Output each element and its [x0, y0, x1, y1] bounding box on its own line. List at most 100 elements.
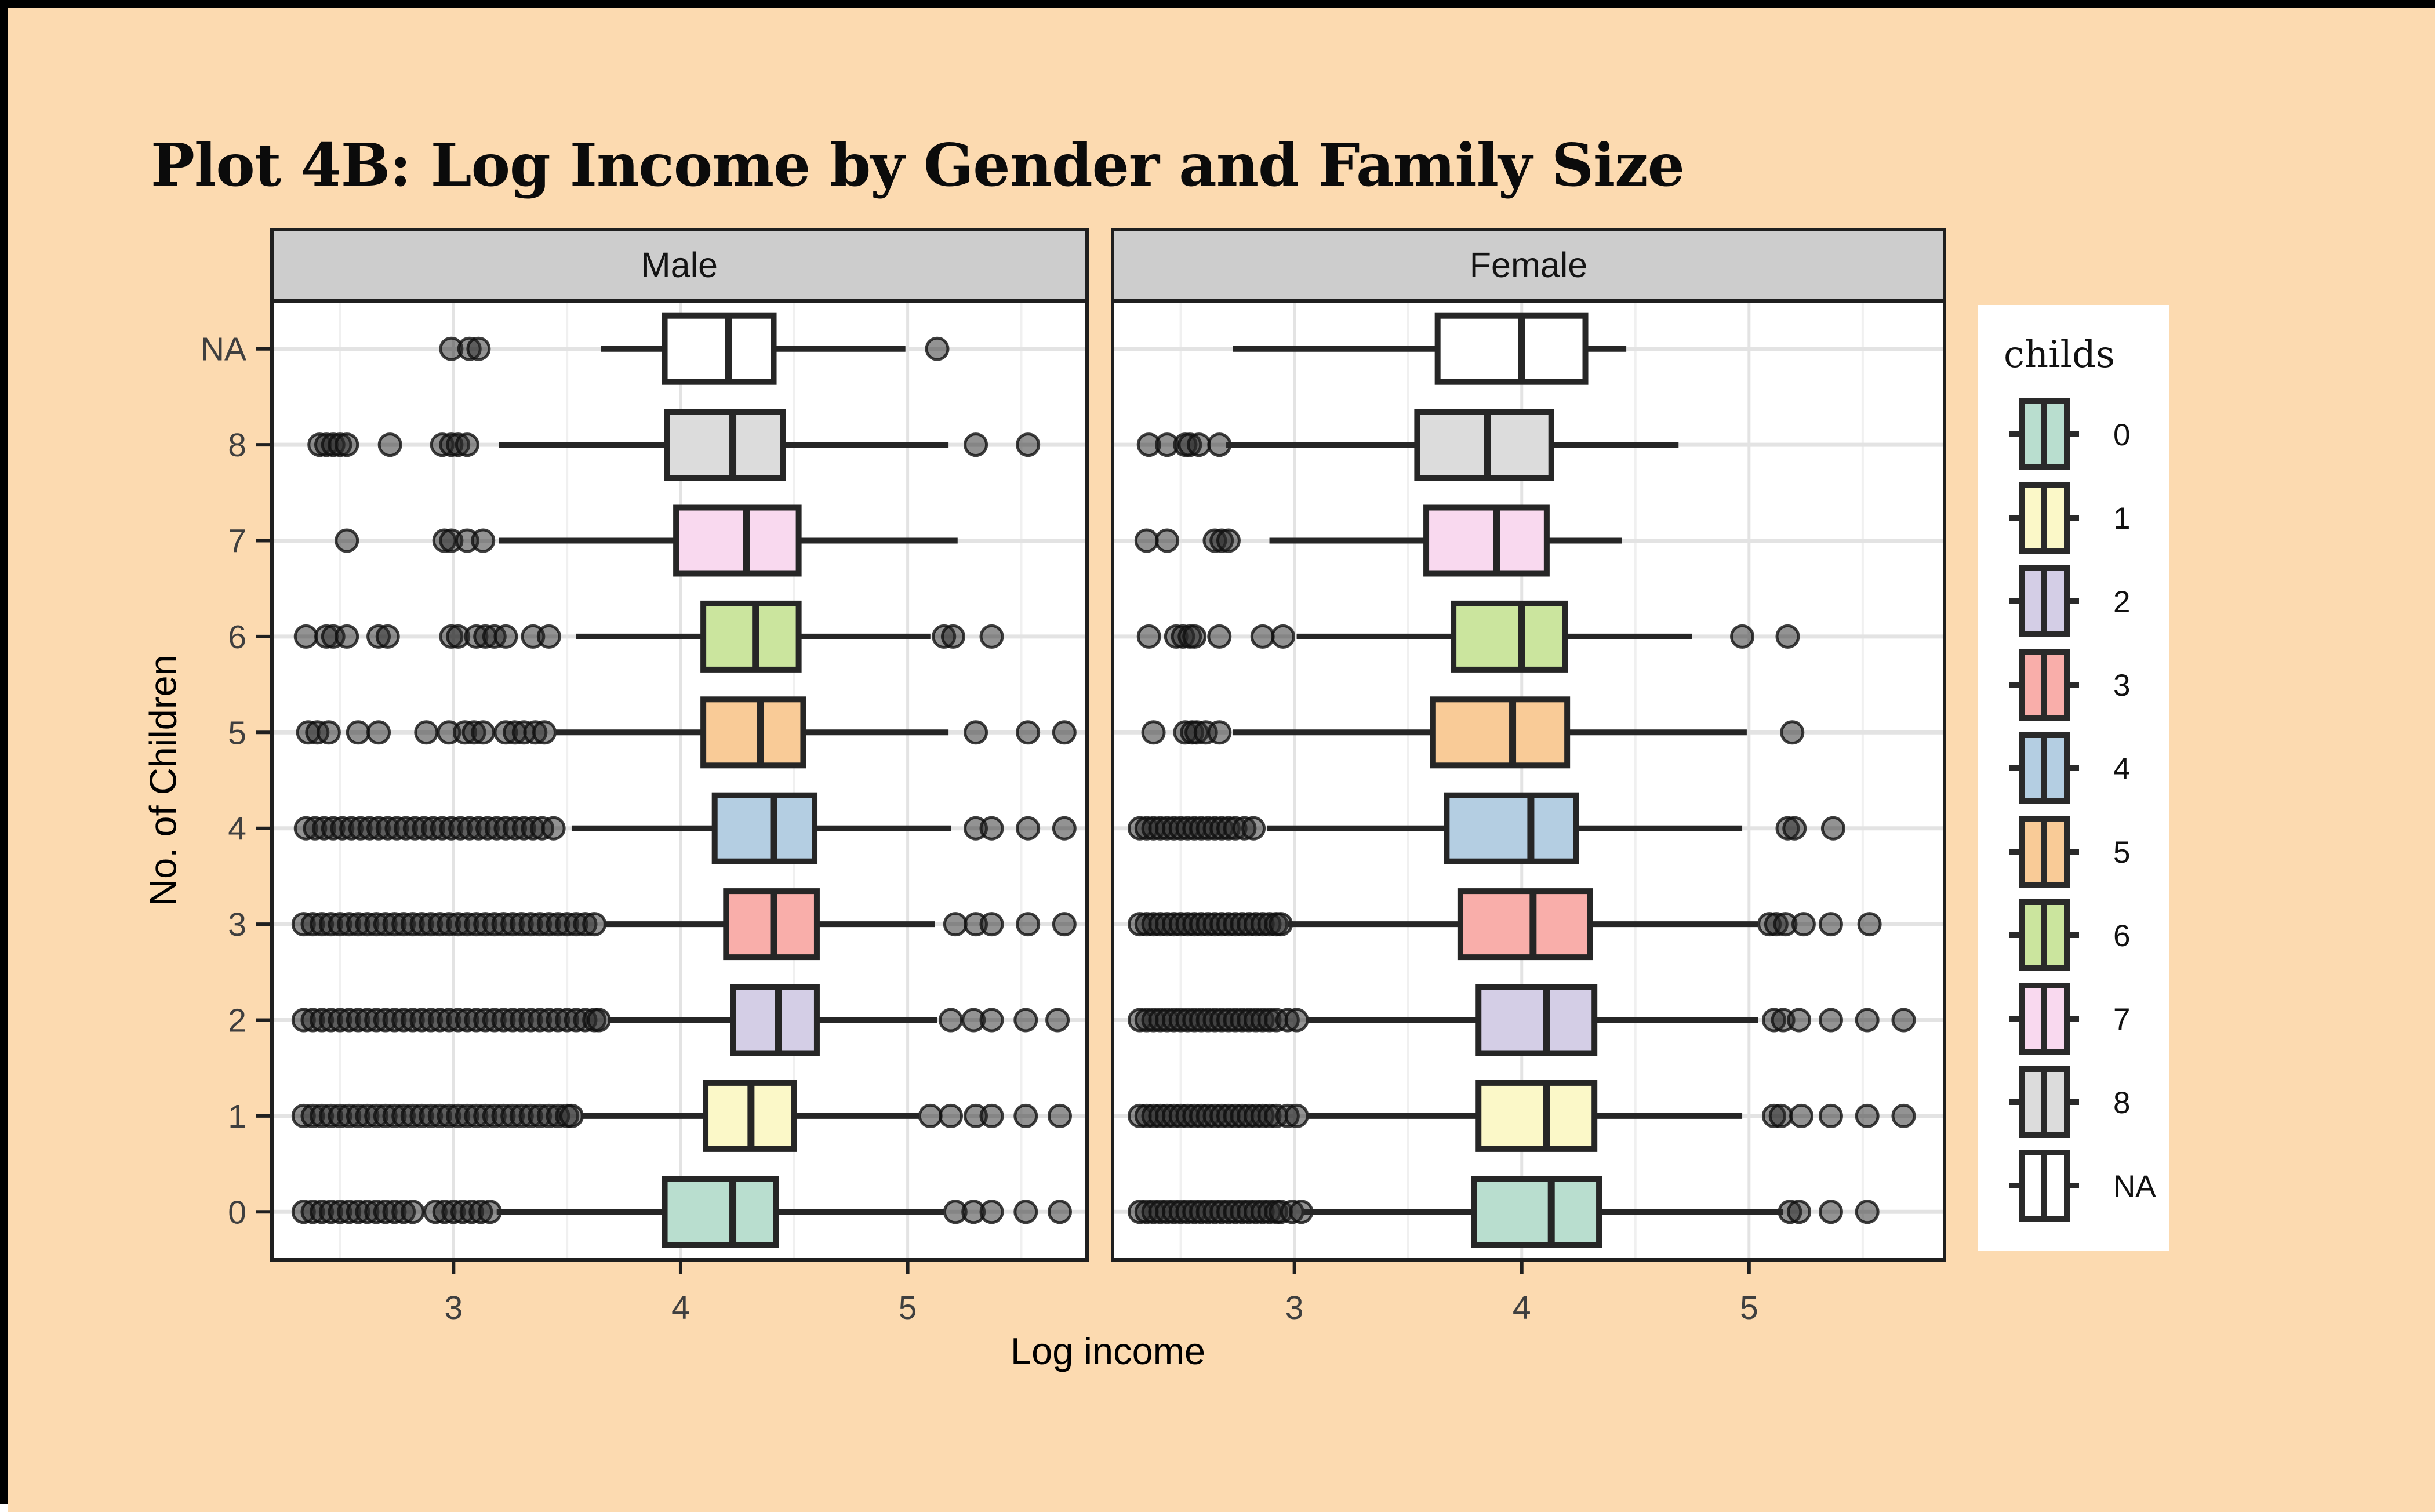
y-tick-label: 0	[228, 1194, 246, 1231]
outlier-point	[532, 720, 557, 745]
outlier-point	[1891, 1008, 1916, 1033]
outlier-point	[1787, 1008, 1812, 1033]
outlier-point	[979, 912, 1004, 937]
outlier-point	[1820, 816, 1845, 841]
y-tick-label: 6	[228, 619, 246, 656]
outlier-point	[1818, 912, 1843, 937]
legend-item-0: 0	[2009, 398, 2130, 470]
outlier-point	[1141, 720, 1166, 745]
facet-strip-male: Male	[641, 245, 718, 285]
outlier-point	[1048, 1103, 1073, 1128]
outlier-point	[939, 1103, 964, 1128]
legend-item-3: 3	[2009, 649, 2130, 721]
boxplot-female-childs-7	[1134, 504, 1622, 577]
outlier-point	[414, 720, 439, 745]
outlier-point	[1891, 1103, 1916, 1128]
x-tick-label: 5	[1740, 1289, 1758, 1326]
outlier-point	[1855, 1103, 1880, 1128]
y-tick-label: 3	[228, 906, 246, 943]
outlier-point	[1186, 432, 1211, 457]
outlier-point	[925, 336, 950, 361]
outlier-point	[1216, 528, 1241, 553]
outlier-point	[1052, 816, 1077, 841]
box	[1430, 696, 1571, 769]
outlier-point	[335, 528, 359, 553]
legend: 0 1 2 3 4 5 6 7 8 NA	[1978, 305, 2169, 1251]
outlier-point	[1013, 1008, 1038, 1033]
outlier-point	[979, 1200, 1004, 1224]
outlier-point	[940, 624, 965, 649]
outlier-point	[1207, 624, 1232, 649]
outlier-point	[1271, 624, 1296, 649]
outlier-point	[1730, 624, 1755, 649]
outlier-point	[1052, 912, 1077, 937]
outlier-point	[335, 624, 359, 649]
legend-item-6: 6	[2009, 899, 2130, 971]
outlier-point	[466, 336, 491, 361]
outlier-point	[1789, 1103, 1813, 1128]
box	[1444, 792, 1579, 864]
outlier-point	[293, 624, 318, 649]
outlier-point	[377, 432, 402, 457]
legend-item-2: 2	[2009, 565, 2130, 637]
y-axis-title: No. of Children	[141, 655, 184, 906]
outlier-point	[1855, 1200, 1880, 1224]
box	[700, 696, 806, 769]
boxplot-male-childs-1	[291, 1080, 1073, 1152]
page-title: Plot 4B: Log Income by Gender and Family…	[151, 130, 1685, 199]
outlier-point	[559, 1103, 584, 1128]
outlier-point	[586, 1008, 611, 1033]
y-tick-label: 8	[228, 427, 246, 464]
boxplot-chart: 3 4 5 3 4 5 NA 8 7 6 5 4 3 2 1 0 0 1 2 3 4 5 6 7 8 NA	[8, 8, 2435, 1512]
boxplot-female-childs-6	[1136, 600, 1800, 673]
box	[1475, 984, 1598, 1056]
boxplot-female-childs-8	[1136, 409, 1679, 481]
box	[1457, 888, 1593, 961]
outlier-point	[1016, 432, 1041, 457]
legend-item-label: 1	[2113, 501, 2130, 536]
boxplot-female-childs-0	[1128, 1176, 1880, 1248]
outlier-point	[1284, 1103, 1309, 1128]
panel-female: 3 4 5	[1111, 228, 1946, 1326]
outlier-point	[471, 528, 496, 553]
boxplot-male-childs-NA	[439, 312, 950, 385]
outlier-point	[1818, 1103, 1843, 1128]
legend-item-label: 2	[2113, 585, 2130, 619]
outlier-point	[1016, 912, 1041, 937]
boxplot-female-childs-2	[1128, 984, 1916, 1056]
x-axis-title: Log income	[1010, 1330, 1206, 1372]
facet-strip-female: Female	[1469, 245, 1588, 285]
outlier-point	[582, 912, 607, 937]
boxplot-male-childs-0	[291, 1176, 1073, 1248]
panel-male: 3 4 5	[270, 228, 1089, 1326]
outlier-point	[1207, 720, 1232, 745]
x-tick-label: 4	[671, 1289, 690, 1326]
outlier-point	[316, 720, 341, 745]
boxplot-male-childs-2	[291, 984, 1070, 1056]
outlier-point	[918, 1103, 943, 1128]
legend-item-7: 7	[2009, 983, 2130, 1055]
legend-item-label: 0	[2113, 418, 2130, 452]
legend-item-1: 1	[2009, 482, 2130, 554]
boxplot-male-childs-6	[293, 600, 1004, 673]
boxplot-male-childs-3	[291, 888, 1077, 961]
y-tick-label: 1	[228, 1098, 246, 1135]
outlier-point	[335, 432, 359, 457]
legend-item-8: 8	[2009, 1066, 2130, 1138]
boxplot-male-childs-8	[307, 409, 1041, 481]
outlier-point	[1782, 816, 1807, 841]
legend-item-4: 4	[2009, 732, 2130, 804]
legend-item-label: 8	[2113, 1086, 2130, 1120]
outlier-point	[1818, 1008, 1843, 1033]
legend-item-label: 7	[2113, 1002, 2130, 1037]
outlier-point	[375, 624, 400, 649]
box	[662, 1176, 779, 1248]
outlier-point	[1016, 720, 1041, 745]
outlier-point	[979, 1008, 1004, 1033]
legend-item-label: NA	[2113, 1169, 2156, 1204]
boxplot-female-childs-3	[1128, 888, 1882, 961]
legend-item-NA: NA	[2009, 1150, 2156, 1222]
outlier-point	[366, 720, 391, 745]
box	[711, 792, 818, 864]
